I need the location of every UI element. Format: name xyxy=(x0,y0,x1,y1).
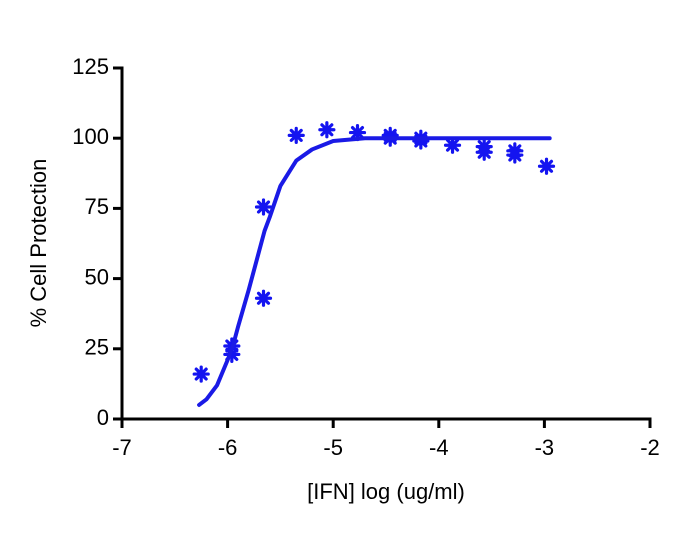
data-point xyxy=(506,146,524,164)
y-axis-label: % Cell Protection xyxy=(26,159,51,328)
x-axis-label: [IFN] log (ug/ml) xyxy=(307,479,465,504)
data-point xyxy=(348,123,367,142)
x-tick-label: -4 xyxy=(429,435,449,460)
x-tick-label: -7 xyxy=(112,435,132,460)
data-point xyxy=(318,121,336,139)
y-tick-label: 100 xyxy=(72,124,109,149)
data-point xyxy=(287,126,305,144)
y-tick-label: 75 xyxy=(85,194,109,219)
x-tick-label: -6 xyxy=(218,435,238,460)
data-point xyxy=(254,289,273,307)
x-tick-label: -2 xyxy=(640,435,660,460)
data-point xyxy=(254,198,273,216)
data-point xyxy=(475,143,493,161)
data-point xyxy=(412,132,430,150)
y-tick-label: 50 xyxy=(85,264,109,289)
x-tick-label: -5 xyxy=(323,435,343,460)
y-tick-label: 25 xyxy=(85,335,109,360)
data-point xyxy=(537,157,556,175)
data-point xyxy=(192,365,210,383)
y-tick-label: 125 xyxy=(72,54,109,79)
y-tick-label: 0 xyxy=(97,405,109,430)
fit-curve xyxy=(197,136,552,407)
data-point xyxy=(443,136,462,154)
x-tick-label: -3 xyxy=(535,435,555,460)
